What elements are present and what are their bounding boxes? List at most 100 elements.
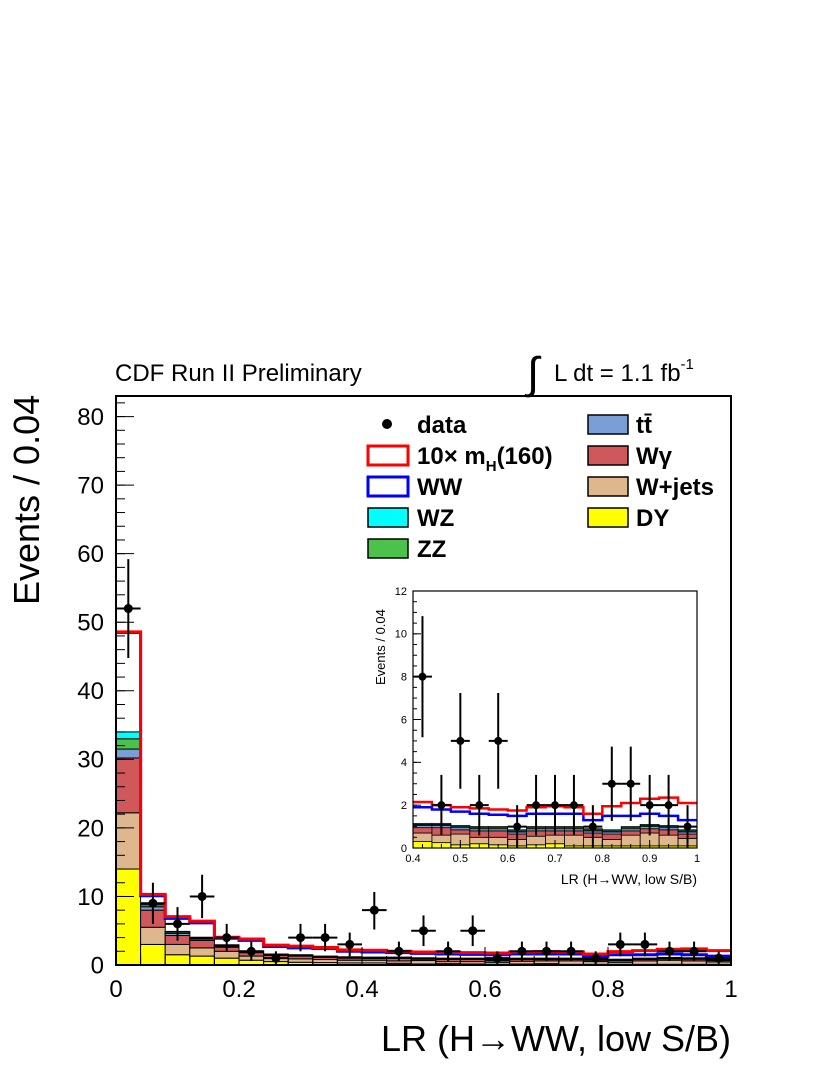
- legend-swatch: [587, 414, 629, 435]
- bar-dy: [164, 954, 191, 966]
- y-tick-label: 0: [401, 843, 407, 855]
- data-point: [626, 779, 635, 788]
- x-tick-label: 0.2: [222, 976, 255, 1003]
- data-point: [683, 822, 692, 831]
- data-point: [664, 801, 673, 810]
- legend-swatch: [587, 445, 629, 466]
- inset-y-axis-title: Events / 0.04: [373, 609, 388, 685]
- bar-wjets: [164, 943, 191, 956]
- bar-w: [189, 939, 215, 949]
- bar-wjets: [431, 834, 452, 844]
- y-tick-label: 80: [77, 404, 104, 431]
- data-point: [591, 953, 601, 963]
- y-tick-label: 0: [91, 952, 104, 979]
- bar-wjets: [189, 947, 215, 957]
- data-point: [588, 822, 597, 831]
- bar-w: [488, 830, 509, 838]
- x-tick-label: 0.5: [453, 853, 468, 865]
- data-point: [345, 939, 355, 949]
- bar-w: [601, 833, 622, 840]
- x-tick-label: 0.8: [591, 976, 624, 1003]
- data-point: [271, 953, 281, 963]
- legend-label: WZ: [417, 505, 454, 532]
- data-point: [517, 946, 527, 956]
- legend-label: tt̄: [636, 412, 652, 439]
- legend-swatch: [587, 476, 629, 497]
- y-tick-label: 4: [401, 757, 407, 769]
- legend-data-marker: [382, 419, 392, 429]
- bar-w: [412, 827, 433, 834]
- data-point: [714, 953, 724, 963]
- bar-wz: [488, 826, 509, 829]
- data-point: [197, 891, 207, 901]
- data-point: [542, 946, 551, 956]
- bar-wz: [601, 829, 622, 832]
- data-point: [419, 926, 428, 936]
- legend-label: WW: [417, 474, 463, 501]
- bar-w: [115, 757, 142, 814]
- bar-wjets: [115, 812, 142, 870]
- y-tick-label: 12: [395, 586, 407, 598]
- legend-label: ZZ: [417, 536, 446, 563]
- bar-zz: [115, 738, 142, 750]
- inset-x-axis-title: LR (H→WW, low S/B): [561, 871, 697, 887]
- data-point: [475, 801, 484, 810]
- bar-wjets: [140, 926, 166, 945]
- data-point: [222, 933, 232, 943]
- legend-label: Wγ: [636, 443, 673, 470]
- data-point: [532, 801, 541, 810]
- data-point: [369, 905, 379, 915]
- x-tick-label: 1: [724, 976, 737, 1003]
- y-tick-label: 6: [401, 714, 407, 726]
- legend-label: 10× mH(160): [417, 443, 553, 475]
- integral-symbol: ∫: [524, 349, 542, 398]
- data-point: [640, 939, 650, 949]
- x-tick-label: 1: [694, 853, 700, 865]
- bar-dy: [140, 943, 166, 966]
- bar-wjets: [488, 836, 509, 846]
- data-point: [551, 801, 559, 810]
- y-tick-label: 30: [77, 747, 104, 774]
- plot-frame: [115, 395, 732, 966]
- y-tick-label: 10: [395, 629, 407, 641]
- legend-label: data: [417, 412, 467, 439]
- bar-dy: [115, 868, 142, 966]
- data-point: [148, 898, 158, 908]
- legend-swatch: [366, 475, 410, 498]
- y-axis-title: Events / 0.04: [6, 395, 47, 605]
- legend-swatch: [587, 507, 629, 528]
- data-point: [645, 801, 654, 810]
- y-tick-label: 70: [77, 473, 104, 500]
- bar-dy: [189, 955, 215, 966]
- data-point: [394, 946, 404, 956]
- y-tick-label: 60: [77, 541, 104, 568]
- y-tick-label: 50: [77, 610, 104, 637]
- data-point: [494, 736, 503, 745]
- bar-w: [620, 830, 641, 836]
- bar-dy: [213, 957, 240, 966]
- x-tick-label: 0.7: [547, 853, 562, 865]
- data-point: [123, 604, 133, 614]
- bar-wjets: [213, 950, 240, 959]
- data-point: [246, 946, 256, 956]
- x-tick-label: 0.6: [500, 853, 515, 865]
- data-point: [296, 933, 305, 943]
- y-tick-label: 20: [77, 815, 104, 842]
- bar-w: [450, 829, 471, 835]
- legend-label: W+jets: [636, 474, 714, 501]
- y-tick-label: 10: [77, 884, 104, 911]
- bar-wz: [115, 731, 142, 740]
- x-tick-label: 0: [109, 976, 122, 1003]
- x-axis-title: LR (H→WW, low S/B): [381, 1018, 731, 1059]
- luminosity-label: L dt = 1.1 fb-1: [554, 356, 694, 387]
- bar-wz: [189, 936, 215, 939]
- data-point: [320, 933, 330, 943]
- data-point: [569, 801, 578, 810]
- bar-wjets: [558, 960, 584, 965]
- legend-label: DY: [636, 505, 669, 532]
- x-tick-label: 0.9: [642, 853, 657, 865]
- y-tick-label: 2: [401, 800, 407, 812]
